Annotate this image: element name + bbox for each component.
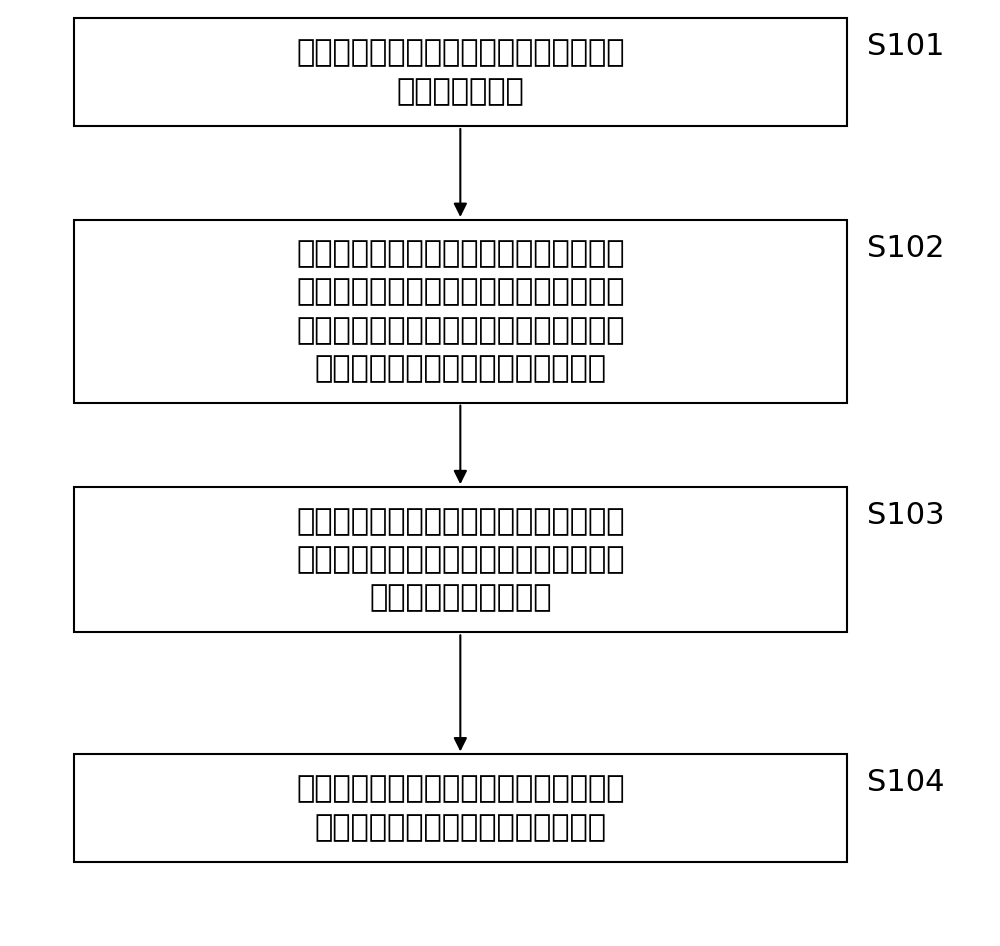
Text: S104: S104	[867, 768, 944, 797]
Text: S101: S101	[867, 32, 944, 61]
Text: S102: S102	[867, 234, 944, 263]
Text: 确定第一关键词对应的至少一个第一编号
以及每个第一编号在安全管理数据库中对
应的至少一个数据名称，其中，安全管理
数据库包括安全文件库和安全评价库: 确定第一关键词对应的至少一个第一编号 以及每个第一编号在安全管理数据库中对 应的…	[296, 239, 625, 383]
Text: S103: S103	[867, 501, 945, 530]
FancyBboxPatch shape	[74, 487, 847, 633]
Text: 获取查询信息，其中，查询信息包括至少
一个第一关键词: 获取查询信息，其中，查询信息包括至少 一个第一关键词	[296, 39, 625, 106]
Text: 显示第一关键词对应的至少一个第一编号
以及每个第一编号在安全管理数据库中对
应的至少一个数据名称: 显示第一关键词对应的至少一个第一编号 以及每个第一编号在安全管理数据库中对 应的…	[296, 507, 625, 612]
FancyBboxPatch shape	[74, 219, 847, 403]
FancyBboxPatch shape	[74, 754, 847, 862]
Text: 响应于用户对数据名称的选择操作，跳转
至被选择的数据名称对应的数据内容: 响应于用户对数据名称的选择操作，跳转 至被选择的数据名称对应的数据内容	[296, 775, 625, 842]
FancyBboxPatch shape	[74, 18, 847, 126]
